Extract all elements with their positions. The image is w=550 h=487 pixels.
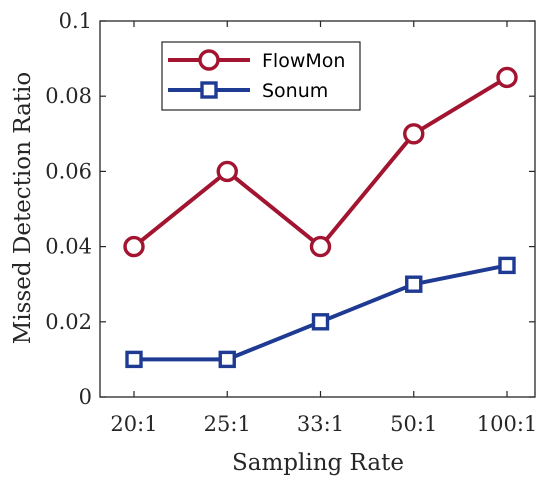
legend-entry-sonum: Sonum <box>168 80 328 102</box>
legend-box <box>161 41 361 111</box>
legend-entry-flowmon: FlowMon <box>168 49 345 72</box>
plot-area-border <box>99 20 536 398</box>
x-axis-label: Sampling Rate <box>232 450 404 476</box>
x-tick-label: 33:1 <box>297 412 344 436</box>
legend-label: FlowMon <box>262 50 345 72</box>
legend-entries: FlowMon Sonum <box>168 49 345 102</box>
y-tick-label: 0.02 <box>45 310 92 334</box>
x-axis-ticks: 20:1 25:1 33:1 50:1 100:1 <box>110 21 537 436</box>
legend: FlowMon Sonum <box>161 41 361 111</box>
legend-label: Sonum <box>262 80 328 102</box>
y-axis-label: Missed Detection Ratio <box>10 72 36 345</box>
x-tick-label: 20:1 <box>110 412 157 436</box>
y-tick-label: 0.04 <box>45 235 92 259</box>
flowmon-point <box>123 235 145 258</box>
sonum-point <box>125 350 143 369</box>
sonum-point <box>311 313 330 331</box>
x-tick-label: 25:1 <box>204 412 251 436</box>
y-tick-label: 0.08 <box>45 84 92 108</box>
flowmon-point <box>309 235 332 258</box>
y-axis-ticks: 0 0.02 0.04 0.06 0.08 0.1 <box>45 9 535 409</box>
series-layer <box>123 66 518 369</box>
legend-marker <box>200 81 218 99</box>
flowmon-point <box>496 66 518 89</box>
y-tick-label: 0.06 <box>45 159 92 183</box>
plot-frame <box>99 20 536 398</box>
sonum-point <box>405 275 423 293</box>
sonum-point <box>498 256 516 275</box>
flowmon-point <box>403 123 425 145</box>
x-tick-label: 100:1 <box>477 412 538 436</box>
flowmon-series <box>123 66 518 258</box>
y-tick-label: 0.1 <box>59 9 92 33</box>
flowmon-point <box>216 160 238 183</box>
sonum-point <box>218 350 236 369</box>
x-tick-label: 50:1 <box>390 412 437 436</box>
sonum-series <box>125 256 516 369</box>
legend-marker <box>198 49 220 71</box>
y-tick-label: 0 <box>79 385 92 409</box>
